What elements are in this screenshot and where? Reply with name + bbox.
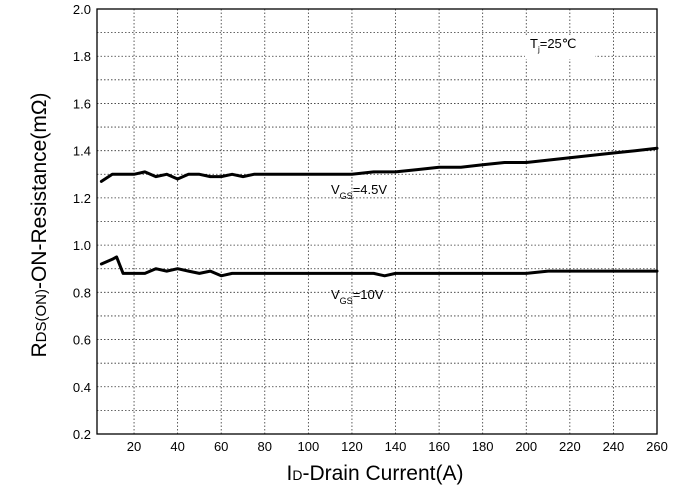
y-tick-label: 0.6 (73, 333, 91, 348)
x-tick-labels: 20 40 60 80 100 120 140 160 180 200 220 240 260 (127, 439, 668, 454)
x-tick-label: 160 (428, 439, 450, 454)
y-axis-title: RDS(ON)-ON-Resistance(mΩ) (28, 92, 51, 357)
y-tick-label: 1.6 (73, 96, 91, 111)
x-tick-label: 180 (472, 439, 494, 454)
plot-frame (96, 8, 658, 435)
x-tick-label: 20 (127, 439, 141, 454)
x-tick-label: 120 (341, 439, 363, 454)
y-tick-label: 1.8 (73, 49, 91, 64)
y-tick-label: 1.2 (73, 191, 91, 206)
x-tick-label: 100 (298, 439, 320, 454)
y-tick-label: 0.4 (73, 380, 91, 395)
x-tick-label: 80 (258, 439, 272, 454)
series-layer (99, 146, 659, 278)
y-tick-label: 0.2 (73, 427, 91, 442)
x-tick-label: 240 (603, 439, 625, 454)
tj-label-box (525, 35, 595, 59)
x-tick-label: 200 (515, 439, 537, 454)
y-tick-label: 1.0 (73, 238, 91, 253)
series-line-vgs-4-5v (99, 146, 659, 183)
y-tick-label: 0.8 (73, 285, 91, 300)
x-tick-label: 140 (385, 439, 407, 454)
annotation-vgs-4-5v: VGS=4.5V (331, 182, 387, 201)
series-line-vgs-10v (99, 255, 659, 278)
y-tick-label: 2.0 (73, 2, 91, 17)
x-axis-title: ID-Drain Current(A) (287, 462, 464, 485)
grid (97, 9, 657, 434)
x-tick-label: 60 (214, 439, 228, 454)
y-tick-labels: 0.2 0.4 0.6 0.8 1.0 1.2 1.4 1.6 1.8 2.0 (73, 2, 91, 442)
y-tick-label: 1.4 (73, 144, 91, 159)
x-tick-label: 220 (559, 439, 581, 454)
x-tick-label: 260 (646, 439, 668, 454)
x-tick-label: 40 (170, 439, 184, 454)
annotation-vgs-10v: VGS=10V (331, 287, 384, 306)
annotation-tj-25c: Tj=25℃ (530, 36, 576, 54)
